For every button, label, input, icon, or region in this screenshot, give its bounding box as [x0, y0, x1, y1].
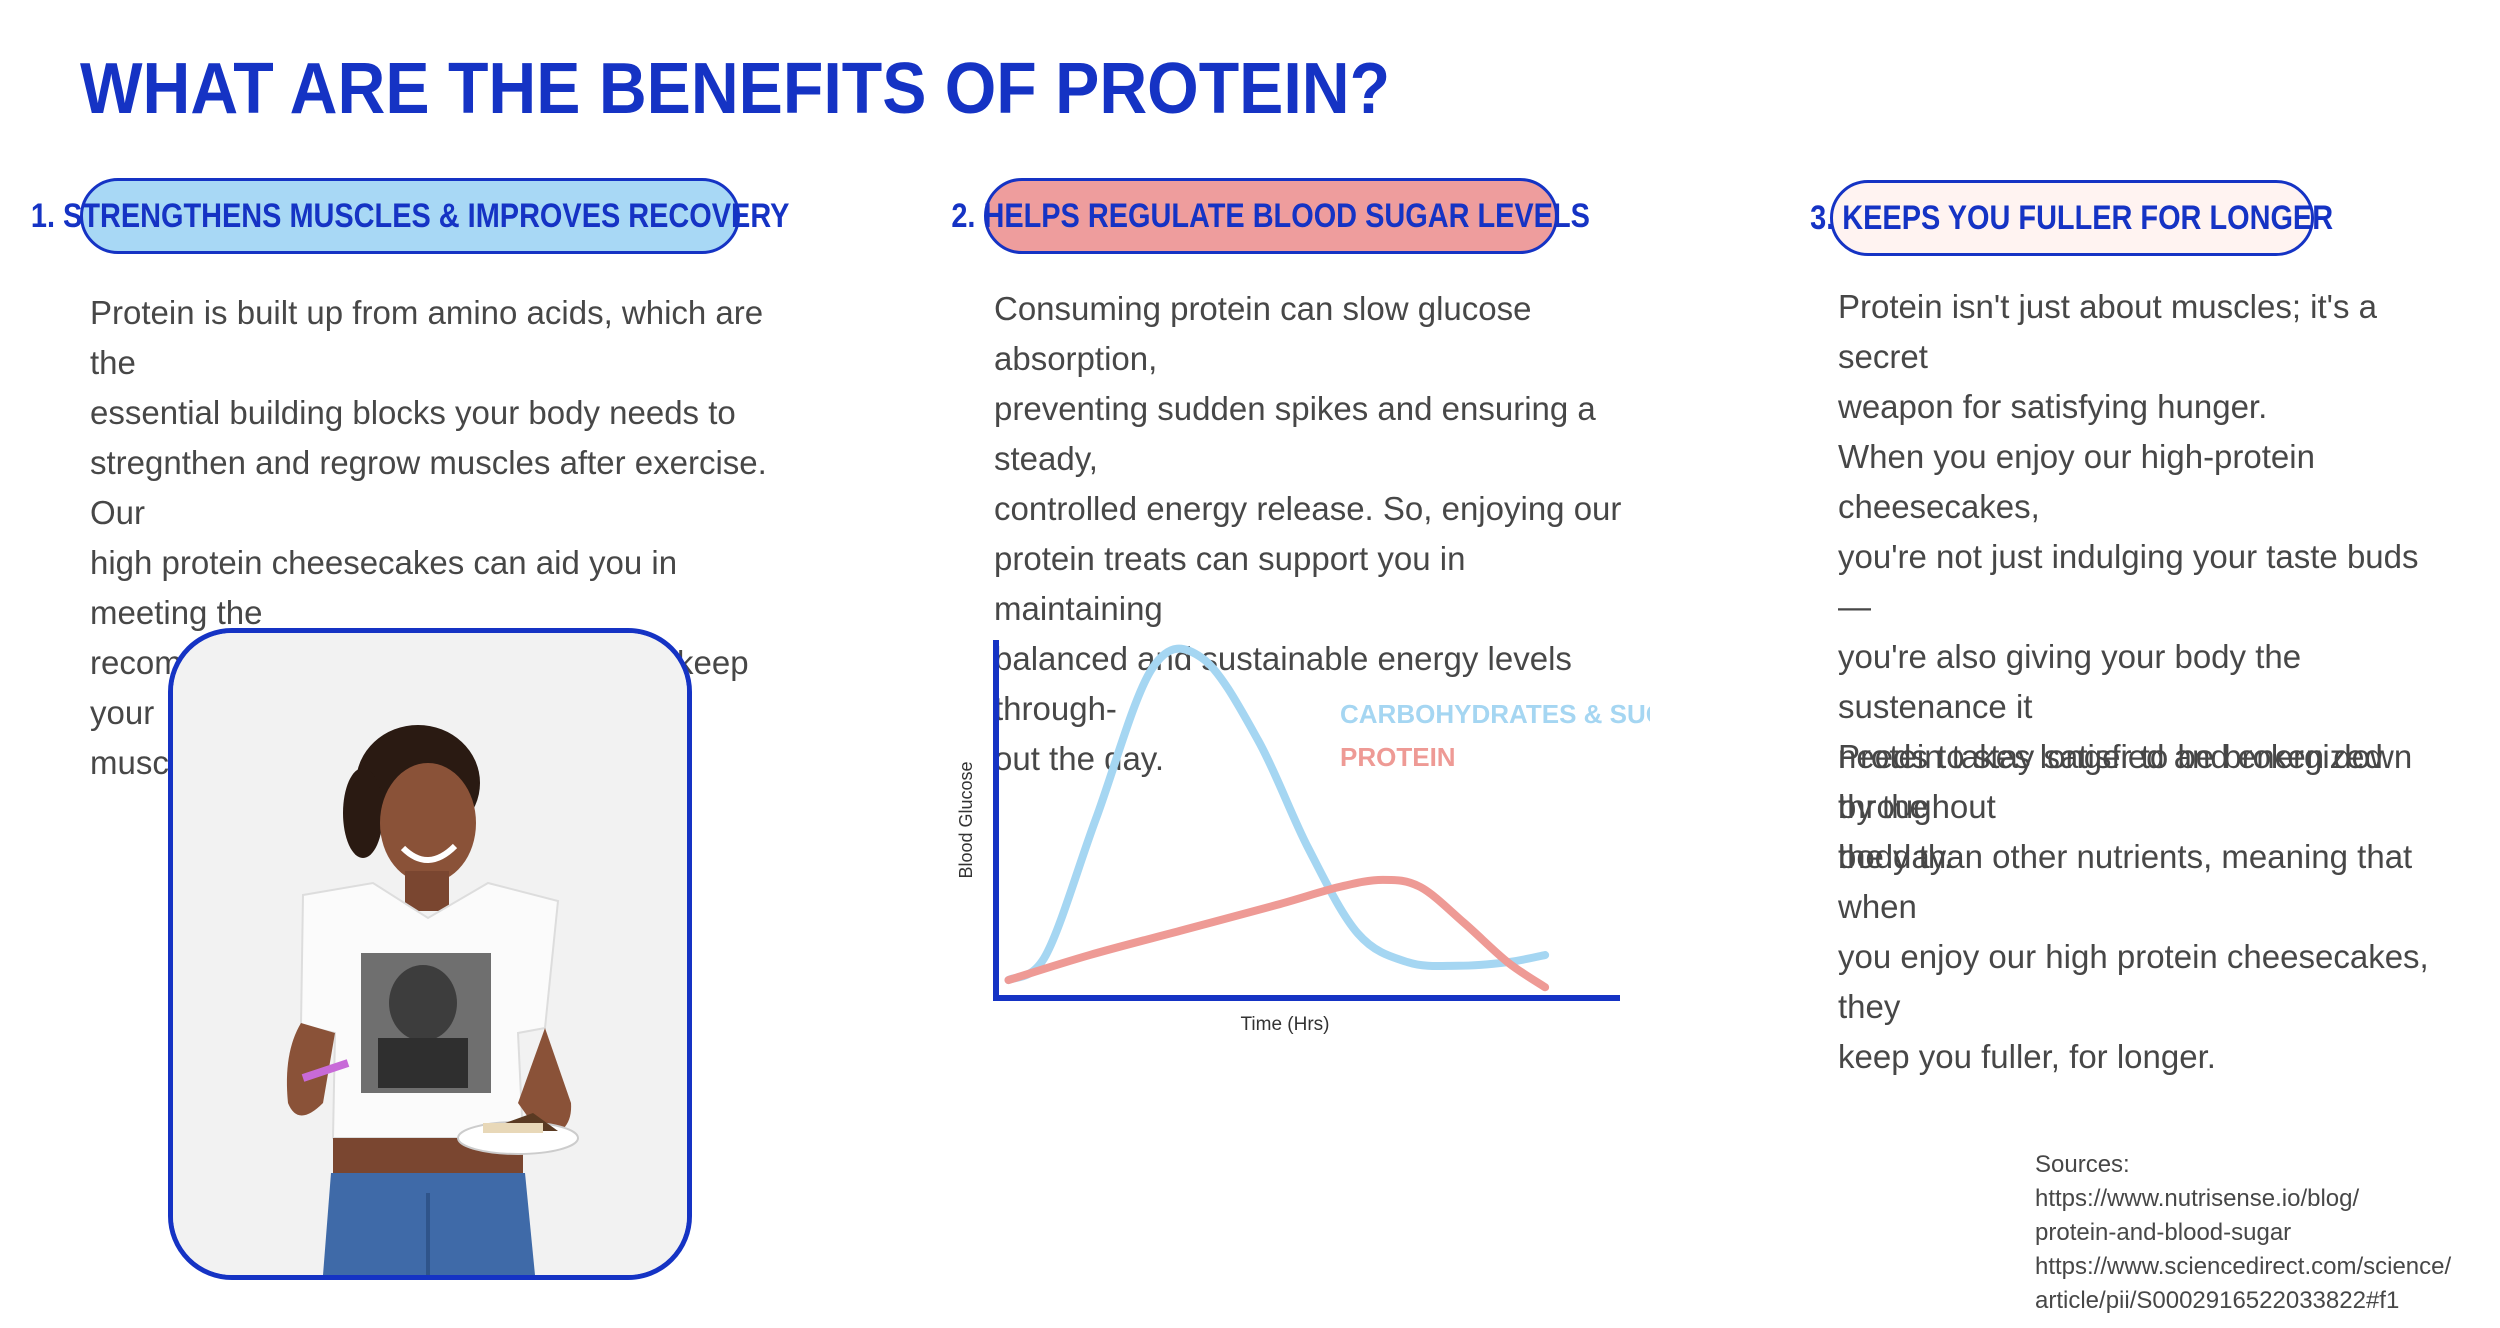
fuller-paragraph-3: Protein takes longer to be broken down b…: [1838, 738, 2429, 1075]
source-line[interactable]: https://www.sciencedirect.com/science/: [2035, 1253, 2452, 1280]
blood-sugar-paragraph: Consuming protein can slow glucose absor…: [994, 290, 1622, 777]
source-line[interactable]: protein-and-blood-sugar: [2035, 1219, 2292, 1246]
heading-pill-label: 3. KEEPS YOU FULLER FOR LONGER: [1810, 198, 2334, 237]
source-line[interactable]: https://www.nutrisense.io/blog/: [2035, 1185, 2360, 1212]
heading-pill-label: 1. STRENGTHENS MUSCLES & IMPROVES RECOVE…: [30, 196, 790, 235]
x-axis-label: Time (Hrs): [1241, 1014, 1330, 1035]
woman-holding-cheesecake-photo: [173, 633, 687, 1275]
page-title: WHAT ARE THE BENEFITS OF PROTEIN?: [80, 49, 1391, 129]
series-line-carbohydrates: [1004, 644, 1550, 985]
heading-pill-strengthens-muscles: 1. STRENGTHENS MUSCLES & IMPROVES RECOVE…: [31, 178, 789, 254]
heading-pill-blood-sugar: 2. HELPS REGULATE BLOOD SUGAR LEVELS: [952, 178, 1590, 254]
sources-label: Sources:: [2035, 1151, 2130, 1178]
legend-protein: PROTEIN: [1340, 742, 1456, 772]
photo-frame: [168, 628, 692, 1280]
y-axis-label: Blood Glucose: [956, 761, 976, 878]
source-line[interactable]: article/pii/S0002916522033822#f1: [2035, 1287, 2400, 1314]
legend-carbohydrates: CARBOHYDRATES & SUGARS: [1340, 699, 1650, 729]
heading-pill-label: 2. HELPS REGULATE BLOOD SUGAR LEVELS: [951, 196, 1591, 235]
series-line-protein: [1004, 875, 1550, 992]
fuller-paragraph-1: Protein isn't just about muscles; it's a…: [1838, 288, 2378, 425]
fuller-paragraph-2: When you enjoy our high-protein cheeseca…: [1838, 438, 2419, 875]
sources-block: Sources: https://www.nutrisense.io/blog/…: [2035, 1148, 2455, 1318]
blood-glucose-chart: Blood Glucose Time (Hrs) CARBOHYDRATES &…: [956, 640, 1650, 1035]
chart-plot-area: [1004, 644, 1550, 992]
heading-pill-fuller-longer: 3. KEEPS YOU FULLER FOR LONGER: [1811, 180, 2333, 256]
